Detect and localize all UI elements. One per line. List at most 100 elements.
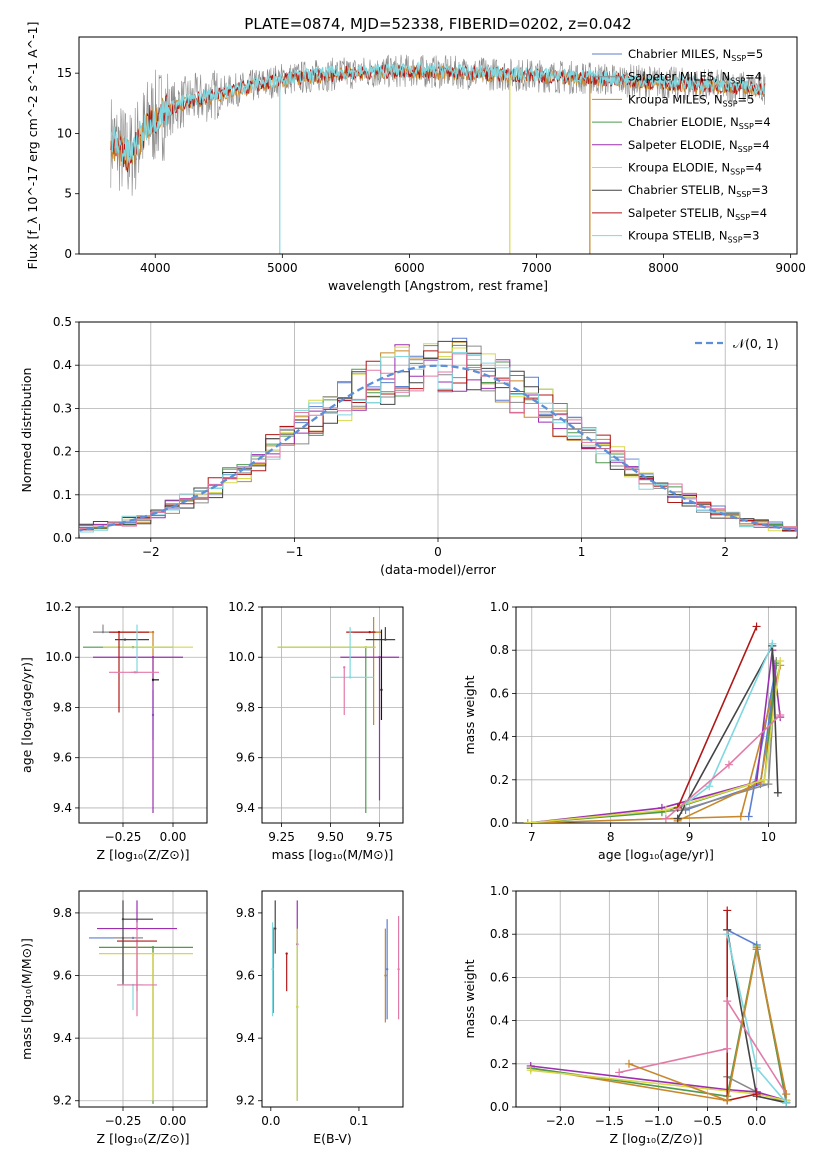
point-marker (285, 952, 288, 955)
weight-line (628, 949, 787, 1102)
legend-label: 𝒩(0, 1) (733, 336, 779, 351)
point-marker (117, 630, 121, 634)
x-tick-label: 8000 (648, 261, 679, 275)
legend: 𝒩(0, 1) (695, 336, 779, 351)
y-tick-label: 9.8 (53, 700, 72, 714)
x-tick-label: 0.0 (747, 1114, 766, 1128)
data-point (151, 678, 159, 682)
legend-label: Kroupa STELIB, NSSP=3 (628, 229, 759, 245)
weight-line (676, 626, 758, 809)
y-tick-label: 9.4 (53, 1031, 72, 1045)
x-tick-label: −2 (142, 545, 160, 559)
error-bars (83, 624, 193, 813)
data-point (109, 630, 149, 713)
data-point (277, 645, 376, 813)
x-tick-label: 9000 (775, 261, 806, 275)
y-tick-label: 0 (64, 247, 72, 261)
point-marker (348, 676, 352, 679)
y-tick-label: 9.4 (236, 1031, 255, 1045)
weight-marker (776, 657, 785, 665)
x-axis-label: Z [log₁₀(Z/Z⊙)] (97, 1131, 190, 1146)
weight-line (530, 1065, 787, 1102)
weight-marker (673, 814, 682, 823)
y-tick-label: 9.8 (53, 906, 72, 920)
age-vs-mass-panel: 9.25 9.50 9.75 9.4 9.6 9.8 10.0 10.2 mass [log₁₀… (228, 600, 404, 862)
weight-marker (624, 1059, 633, 1068)
point-marker (151, 630, 155, 634)
y-axis-label: mass [log₁₀(M/M⊙)] (19, 938, 34, 1060)
weight-marker (752, 945, 761, 954)
ebv-vs-mass-panel: 0.0 0.1 9.2 9.4 9.6 9.8 E(B-V) (236, 890, 404, 1146)
data-point (365, 627, 396, 641)
age-vs-Z-panel: −0.25 0.00 9.4 9.6 9.8 10.0 10.2 Z [log₁₀(Z/Z⊙)… (19, 600, 208, 862)
y-tick-label: 1.0 (490, 884, 509, 898)
point-marker (123, 638, 127, 641)
point-marker (271, 968, 274, 971)
legend-label: Salpeter ELODIE, NSSP=4 (628, 138, 770, 154)
weight-marker (764, 780, 773, 789)
axes-frame (261, 606, 404, 824)
point-marker (397, 968, 400, 971)
y-tick-label: 0.6 (490, 970, 509, 984)
point-marker (121, 917, 125, 921)
weight-marker (523, 819, 532, 823)
x-tick-label: 0.1 (349, 1114, 368, 1128)
y-tick-label: 9.8 (236, 700, 255, 714)
model-spectrum (110, 64, 766, 171)
y-tick-label: 0.4 (53, 358, 72, 372)
point-marker (385, 968, 389, 971)
weight-marker (752, 1090, 761, 1099)
y-tick-label: 0.2 (53, 445, 72, 459)
weight-marker (736, 812, 745, 821)
weight-marker (776, 711, 785, 719)
residuals-panel: −2 −1 0 1 2 0.0 0.1 0.2 0.3 0.4 0.5 (data-model)/er… (19, 315, 798, 577)
weight-line (527, 660, 781, 823)
y-tick-label: 9.6 (236, 751, 255, 765)
x-axis-label: Z [log₁₀(Z/Z⊙)] (610, 1131, 703, 1146)
weight-marker (752, 1064, 761, 1073)
weight-marker (705, 782, 714, 791)
weight-marker (723, 930, 732, 939)
data-point (296, 928, 299, 1101)
x-tick-label: 7 (528, 830, 536, 844)
y-axis-label: mass weight (462, 959, 477, 1038)
y-axis-label: mass weight (462, 675, 477, 754)
point-marker (343, 666, 346, 669)
error-bars (89, 900, 193, 1104)
spectrum-lines (110, 54, 766, 254)
y-tick-label: 9.4 (236, 801, 255, 815)
data-point (384, 928, 387, 1023)
data-point (330, 627, 374, 679)
weight-marker (661, 814, 670, 823)
weight-marker (782, 1098, 791, 1107)
data-point (99, 952, 193, 1101)
axes-frame (78, 890, 208, 1108)
data-point (274, 900, 277, 954)
x-tick-label: 0.00 (160, 1114, 187, 1128)
weight-marker (752, 622, 761, 631)
y-tick-label: 0.2 (490, 1057, 509, 1071)
weight-lines (526, 906, 791, 1107)
data-point (385, 919, 389, 1020)
x-tick-label: 9.50 (317, 830, 344, 844)
y-tick-label: 0.0 (490, 1100, 509, 1114)
point-marker (135, 983, 139, 987)
x-tick-label: −1.0 (644, 1114, 673, 1128)
x-tick-label: −0.5 (693, 1114, 722, 1128)
model-spectrum (110, 61, 766, 164)
plot-area: 4000 5000 6000 7000 8000 9000051015wavelength… (19, 22, 806, 1146)
x-tick-label: 9.25 (268, 830, 295, 844)
weight-marker (615, 1068, 624, 1077)
legend-label: Salpeter STELIB, NSSP=4 (628, 206, 767, 222)
y-tick-label: 9.2 (53, 1094, 72, 1108)
x-tick-label: 0.0 (261, 1114, 280, 1128)
weight-line (527, 660, 778, 823)
data-point (397, 916, 400, 1020)
weight-marker (526, 1066, 535, 1075)
data-point (109, 671, 159, 674)
point-marker (151, 952, 155, 955)
weight-marker (723, 997, 732, 1006)
massweight-vs-age-panel: 7 8 9 10 0.0 0.2 0.4 0.6 0.8 1.0 age [log₁₀(age/yr… (462, 600, 797, 862)
x-tick-label: 10 (761, 830, 776, 844)
y-tick-label: 10 (57, 126, 72, 140)
